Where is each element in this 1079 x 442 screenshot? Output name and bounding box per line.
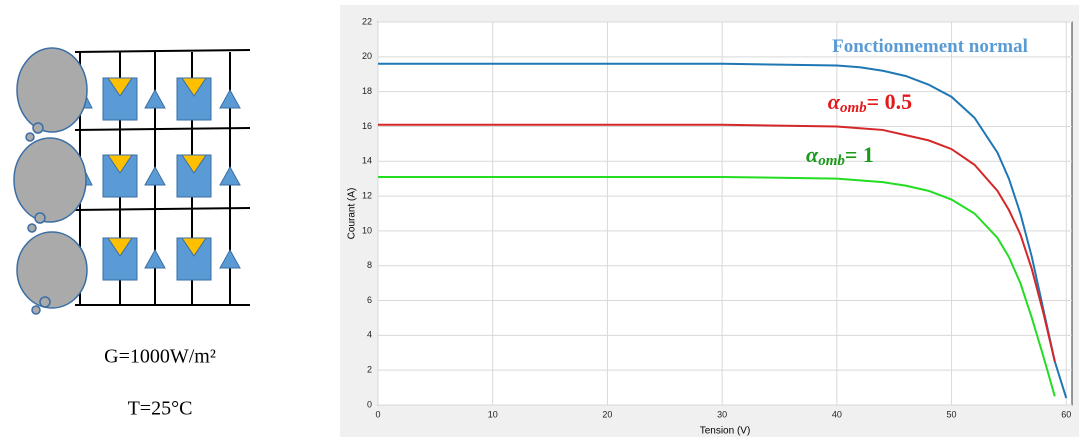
y-tick-label: 6 <box>367 295 372 305</box>
y-tick-label: 22 <box>362 16 372 26</box>
x-tick-label: 20 <box>602 409 612 419</box>
annotation-subscript: omb <box>840 100 867 116</box>
x-tick-label: 50 <box>947 409 957 419</box>
temperature: T=25°C <box>128 398 193 420</box>
figure: G=1000W/m² T=25°C 0 2 4 6 8 10 12 14 16 18 20 22 0 10… <box>0 0 1079 437</box>
plot-area <box>378 22 1072 405</box>
pv-cells <box>78 78 240 280</box>
y-tick-label: 10 <box>362 225 372 235</box>
irradiance: G=1000W/m² <box>104 346 216 368</box>
annotation-text: = 1 <box>845 142 874 167</box>
clouds <box>14 48 87 314</box>
y-tick-label: 4 <box>367 330 372 340</box>
x-tick-label: 40 <box>832 409 842 419</box>
x-tick-label: 10 <box>488 409 498 419</box>
y-tick-label: 14 <box>362 156 372 166</box>
y-tick-label: 20 <box>362 51 372 61</box>
x-tick-label: 0 <box>375 409 380 419</box>
y-tick-label: 18 <box>362 86 372 96</box>
annotation-symbol: α <box>806 142 819 167</box>
y-tick-label: 8 <box>367 260 372 270</box>
y-tick-label: 2 <box>367 365 372 375</box>
annotation-text: Fonctionnement normal <box>832 36 1028 57</box>
x-tick-label: 30 <box>717 409 727 419</box>
annotation-symbol: α <box>828 89 841 114</box>
y-tick-label: 16 <box>362 121 372 131</box>
y-tick-label: 12 <box>362 190 372 200</box>
annotation: Fonctionnement normal <box>832 36 1028 57</box>
x-axis-label: Tension (V) <box>700 426 751 437</box>
x-tick-label: 60 <box>1061 409 1071 419</box>
y-axis-label: Courant (A) <box>347 188 358 240</box>
y-tick-label: 0 <box>367 399 372 409</box>
annotation-text: = 0.5 <box>867 89 913 114</box>
annotation-subscript: omb <box>818 153 845 169</box>
